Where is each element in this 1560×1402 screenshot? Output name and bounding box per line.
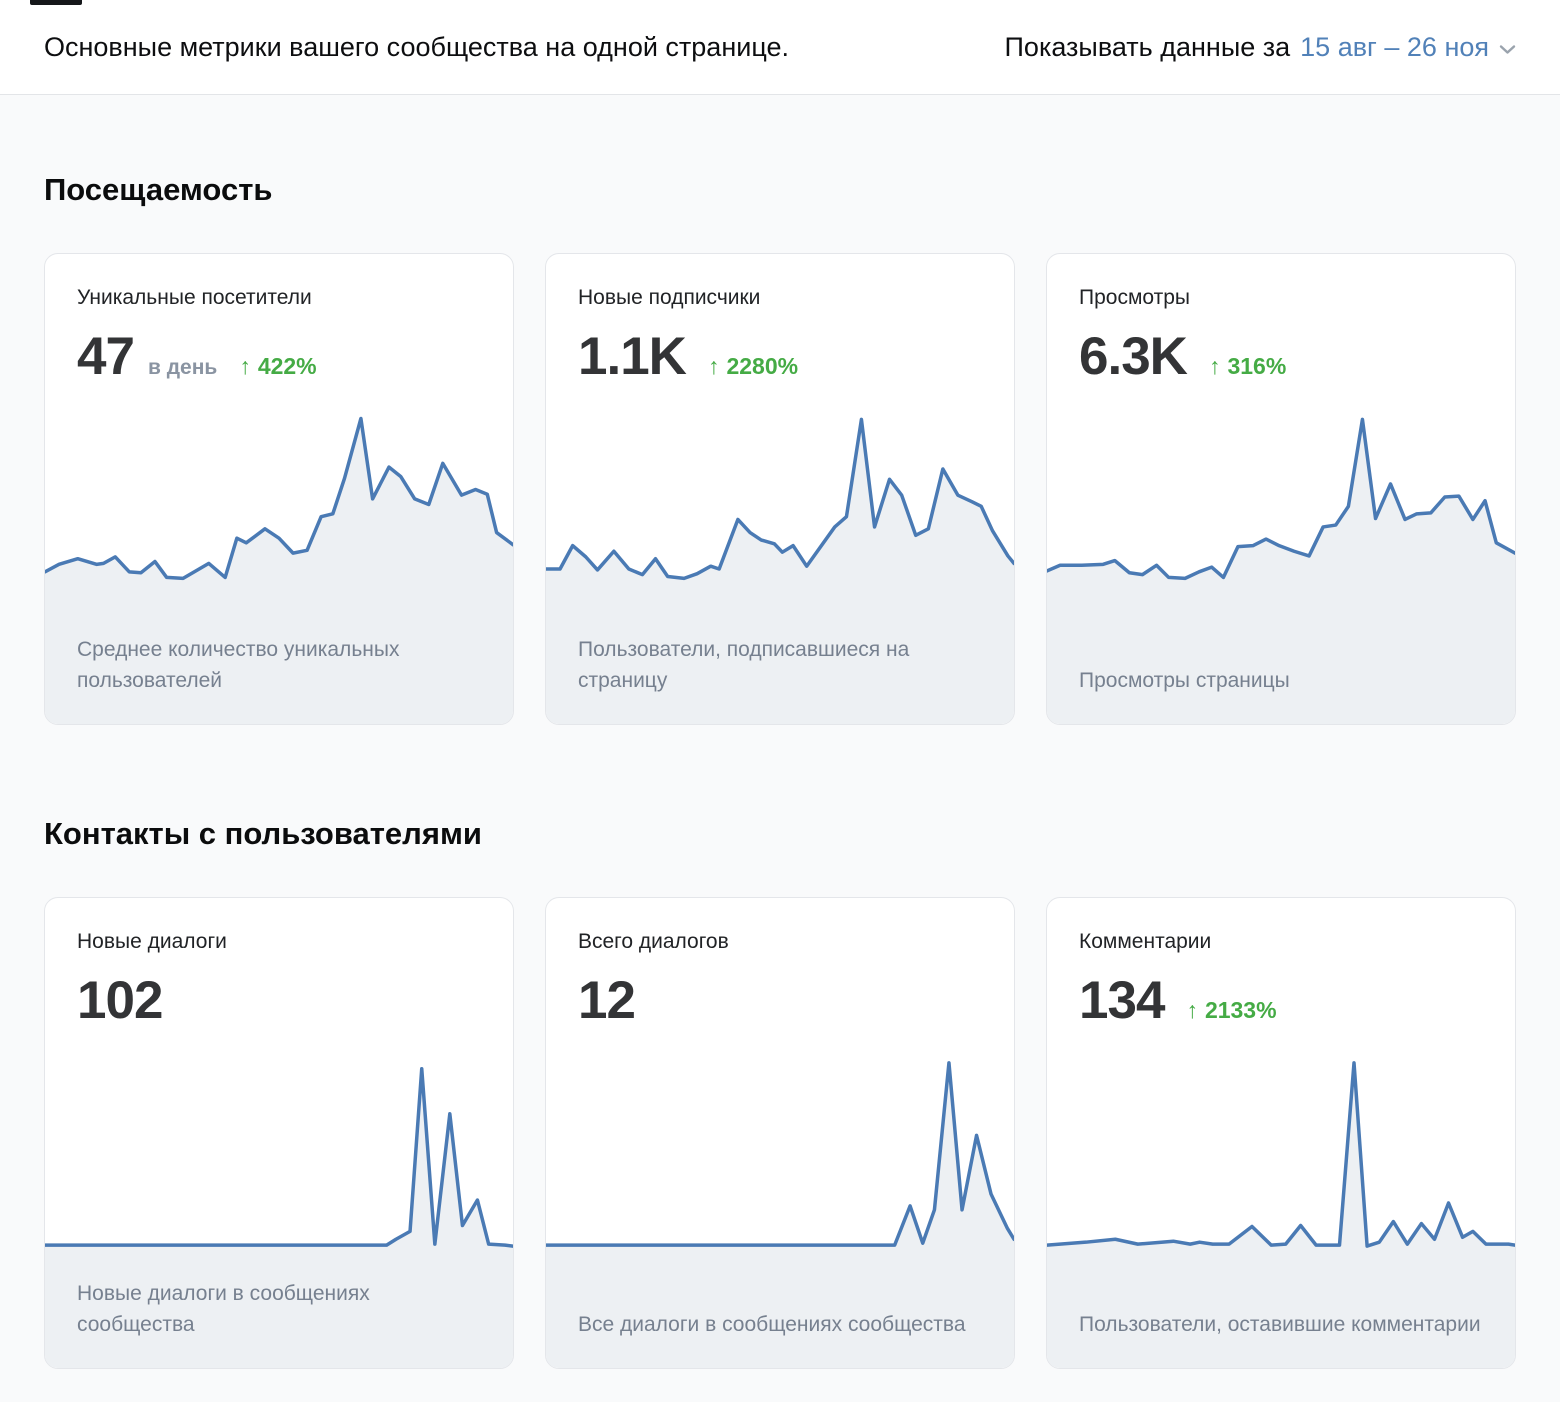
up-arrow-icon: ↑: [1208, 353, 1221, 379]
delta-badge: ↑ 2280%: [708, 353, 798, 380]
clipped-tab-artifact: [30, 0, 82, 5]
dashboard-content: Посещаемость Уникальные посетители 47 в …: [0, 95, 1560, 1394]
sparkline-chart: [45, 411, 513, 598]
card-title: Новые диалоги: [77, 930, 227, 953]
card-title: Всего диалогов: [578, 930, 729, 953]
card-title: Уникальные посетители: [77, 286, 312, 309]
up-arrow-icon: ↑: [1186, 997, 1198, 1023]
metric-value: 134: [1079, 971, 1165, 1030]
chevron-down-icon[interactable]: [1499, 44, 1516, 55]
delta-value: 2280%: [726, 353, 799, 379]
delta-badge: ↑ 422%: [239, 353, 316, 380]
metric-value: 12: [578, 971, 636, 1030]
card-total-dialogs[interactable]: Всего диалогов 12 ↑ Все диалоги в сообще…: [545, 897, 1015, 1369]
card-title: Комментарии: [1079, 930, 1212, 953]
metric-value: 102: [77, 971, 163, 1030]
date-range-label: Показывать данные за: [1004, 31, 1291, 62]
card-caption: Все диалоги в сообщениях сообщества: [578, 1313, 966, 1336]
metric-value: 47: [77, 327, 135, 386]
card-caption: Просмотры страницы: [1079, 669, 1290, 692]
card-unique-visitors[interactable]: Уникальные посетители 47 в день ↑ 422% С…: [44, 253, 514, 725]
section-title: Контакты с пользователями: [44, 816, 482, 851]
card-caption: Новые диалоги в сообщениях сообщества: [77, 1282, 370, 1336]
metric-value: 1.1K: [578, 327, 687, 386]
card-title: Новые подписчики: [578, 286, 761, 309]
delta-badge: ↑ 2133%: [1186, 997, 1276, 1024]
delta-value: 422%: [257, 353, 317, 379]
section-visits: Посещаемость Уникальные посетители 47 в …: [44, 95, 1516, 725]
card-caption: Пользователи, подписавшиеся на страницу: [578, 638, 910, 692]
card-new-subscribers[interactable]: Новые подписчики 1.1K ↑ 2280% Пользовате…: [545, 253, 1015, 725]
card-caption: Среднее количество уникальных пользовате…: [77, 638, 400, 692]
delta-value: 316%: [1227, 353, 1287, 379]
delta-badge: ↑ 316%: [1209, 353, 1286, 380]
card-title: Просмотры: [1079, 286, 1190, 309]
delta-value: 2133%: [1204, 997, 1277, 1023]
up-arrow-icon: ↑: [239, 353, 251, 379]
card-comments[interactable]: Комментарии 134 ↑ 2133% Пользователи, ос…: [1046, 897, 1516, 1369]
sparkline-chart: [45, 1055, 513, 1251]
card-views[interactable]: Просмотры 6.3K ↑ 316% Просмотры страницы: [1046, 253, 1516, 725]
metric-unit: в день: [147, 356, 218, 379]
date-range-value[interactable]: 15 авг – 26 ноя: [1300, 31, 1489, 62]
cards-row: Новые диалоги 102 ↑ Новые диалоги в сооб…: [44, 897, 1516, 1369]
card-caption: Пользователи, оставившие комментарии: [1079, 1313, 1481, 1336]
up-arrow-icon: ↑: [707, 353, 720, 379]
cards-row: Уникальные посетители 47 в день ↑ 422% С…: [44, 253, 1516, 725]
sparkline-chart: [1047, 411, 1515, 598]
section-title: Посещаемость: [44, 172, 273, 207]
sparkline-chart: [1047, 1055, 1515, 1251]
sparkline-chart: [546, 1055, 1014, 1251]
topbar: Основные метрики вашего сообщества на од…: [0, 0, 1560, 95]
page-subtitle: Основные метрики вашего сообщества на од…: [44, 31, 789, 62]
sparkline-chart: [546, 411, 1014, 598]
section-user-contacts: Контакты с пользователями Новые диалоги …: [44, 725, 1516, 1369]
metric-value: 6.3K: [1079, 327, 1188, 386]
card-new-dialogs[interactable]: Новые диалоги 102 ↑ Новые диалоги в сооб…: [44, 897, 514, 1369]
date-range-selector[interactable]: Показывать данные за 15 авг – 26 ноя: [1005, 32, 1516, 63]
